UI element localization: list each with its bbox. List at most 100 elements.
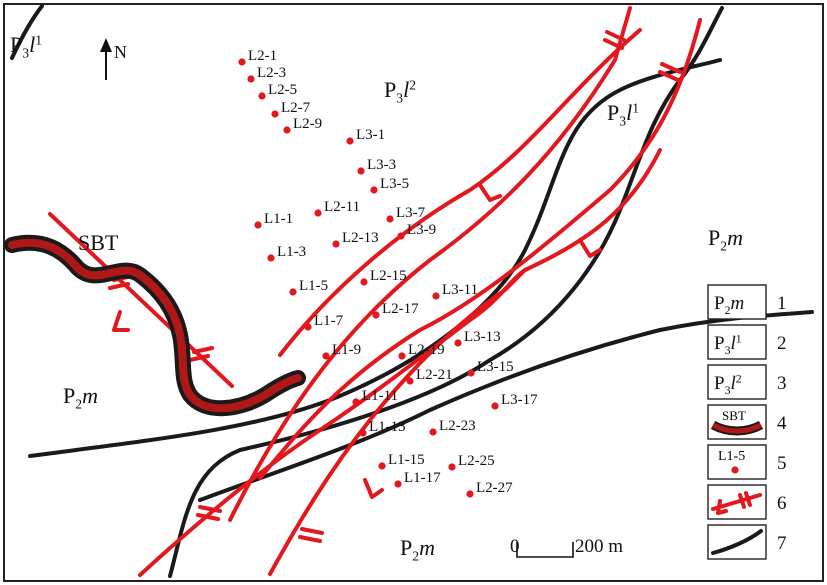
sample-point-dot bbox=[289, 288, 297, 296]
sample-point-label: L2-21 bbox=[416, 367, 453, 383]
legend-number: 5 bbox=[777, 453, 787, 474]
sample-point-label: L3-1 bbox=[356, 127, 385, 143]
sample-point-dot bbox=[378, 462, 386, 470]
sample-point-dot bbox=[332, 240, 340, 248]
sample-point-dot bbox=[283, 126, 291, 134]
sample-point-dot bbox=[359, 429, 367, 437]
scale-value-label: 200 m bbox=[575, 536, 623, 557]
sample-point: L2-15 bbox=[360, 268, 407, 286]
sample-point: L2-3 bbox=[247, 65, 286, 83]
sample-point-dot bbox=[406, 377, 414, 385]
fault-main-east bbox=[228, 6, 632, 522]
sample-point-label: L2-15 bbox=[370, 268, 407, 284]
sample-point: L3-9 bbox=[397, 222, 436, 240]
sample-point-dot bbox=[370, 186, 378, 194]
fault-strike-ticks bbox=[196, 505, 222, 521]
sample-point-label: L1-1 bbox=[264, 211, 293, 227]
legend-box bbox=[707, 284, 767, 320]
unit-label-p3l1-top-left: P3l1 bbox=[10, 32, 42, 61]
sample-point: L2-11 bbox=[314, 199, 360, 217]
sample-point-dot bbox=[238, 58, 246, 66]
sample-point-dot bbox=[254, 221, 262, 229]
sample-point-dot bbox=[314, 209, 322, 217]
sample-point-label: L1-15 bbox=[388, 452, 425, 468]
sample-point-label: L1-11 bbox=[362, 388, 398, 404]
sample-point: L2-27 bbox=[466, 480, 513, 498]
sample-point-dot bbox=[394, 480, 402, 488]
sample-point-label: L3-13 bbox=[464, 329, 501, 345]
sample-point: L2-19 bbox=[398, 342, 445, 360]
sample-point: L3-5 bbox=[370, 176, 409, 194]
fault-strike-ticks bbox=[658, 62, 682, 82]
sample-point-dot bbox=[304, 323, 312, 331]
sample-point: L2-5 bbox=[258, 82, 297, 100]
sample-point: L1-17 bbox=[394, 470, 441, 488]
sample-point-label: L2-3 bbox=[257, 65, 286, 81]
sample-point-dot bbox=[372, 311, 380, 319]
legend: P2m 1 P3l1 2 P3l2 3 SBT 4 L1-5 5 6 7 bbox=[707, 284, 787, 560]
sample-point-dot bbox=[267, 254, 275, 262]
legend-unit-label: P3l2 bbox=[714, 372, 742, 396]
sample-point: L3-17 bbox=[491, 392, 538, 410]
sample-point-dot bbox=[454, 339, 462, 347]
legend-item-7: 7 bbox=[707, 524, 787, 560]
unit-label-p2m-left: P2m bbox=[63, 383, 98, 412]
unit-label-p2m-bottom: P2m bbox=[400, 535, 435, 564]
scale-bar: 0 200 m bbox=[510, 536, 623, 558]
sample-point-dot bbox=[466, 490, 474, 498]
legend-unit-label: P3l1 bbox=[714, 332, 742, 356]
sample-point-label: L2-17 bbox=[382, 301, 419, 317]
sample-point-label: L2-13 bbox=[342, 230, 379, 246]
sample-point-label: L2-23 bbox=[439, 418, 476, 434]
boundary-line-long bbox=[28, 58, 722, 458]
sample-point-dot bbox=[398, 352, 406, 360]
sample-point-dot bbox=[271, 110, 279, 118]
sample-point: L3-11 bbox=[432, 282, 478, 300]
sample-point-dot bbox=[322, 352, 330, 360]
sample-point-dot bbox=[247, 75, 255, 83]
legend-point-dot bbox=[731, 466, 739, 474]
sample-point-dot bbox=[397, 232, 405, 240]
sample-point: L2-9 bbox=[283, 116, 322, 134]
sample-point: L3-15 bbox=[467, 359, 514, 377]
fault-upper-west bbox=[278, 28, 642, 357]
sample-point-label: L3-15 bbox=[477, 359, 514, 375]
fault-dip-arrow bbox=[478, 183, 502, 202]
legend-number: 6 bbox=[777, 493, 787, 514]
unit-label-p2m-right: P2m bbox=[708, 225, 743, 254]
boundary-line-top-left bbox=[10, 4, 44, 60]
sample-point-dot bbox=[357, 167, 365, 175]
legend-number: 3 bbox=[777, 373, 787, 394]
legend-item-3: P3l2 3 bbox=[707, 364, 787, 400]
sample-point-label: L1-7 bbox=[314, 313, 344, 329]
sample-point: L1-7 bbox=[304, 313, 344, 331]
sample-point: L2-23 bbox=[429, 418, 476, 436]
legend-item-1: P2m 1 bbox=[707, 284, 787, 320]
sample-point: L2-7 bbox=[271, 100, 311, 118]
fault-strike-ticks bbox=[298, 527, 324, 543]
sample-point-dot bbox=[467, 369, 475, 377]
sample-point-dot bbox=[386, 215, 394, 223]
legend-sbt-label: SBT bbox=[722, 408, 746, 423]
sample-point-label: L1-9 bbox=[332, 342, 361, 358]
legend-item-4: SBT 4 bbox=[707, 404, 787, 440]
legend-box bbox=[707, 324, 767, 360]
sample-point-label: L2-1 bbox=[248, 48, 277, 64]
legend-number: 1 bbox=[777, 293, 787, 314]
sbt-label: SBT bbox=[78, 230, 119, 255]
sample-point-label: L1-3 bbox=[277, 244, 306, 260]
legend-number: 4 bbox=[777, 413, 787, 434]
sample-point: L1-11 bbox=[352, 388, 398, 406]
sample-point: L1-9 bbox=[322, 342, 361, 360]
sample-point: L2-13 bbox=[332, 230, 379, 248]
unit-labels: P3l1 P3l2 P3l1 P2m P2m P2m bbox=[10, 32, 743, 564]
legend-item-5: L1-5 5 bbox=[707, 444, 787, 480]
fault-strike-ticks bbox=[603, 30, 626, 50]
sample-point-label: L3-7 bbox=[396, 205, 426, 221]
legend-box bbox=[707, 444, 767, 480]
sample-point: L1-5 bbox=[289, 278, 328, 296]
sample-point-dot bbox=[429, 428, 437, 436]
legend-item-6: 6 bbox=[707, 484, 787, 520]
sample-point: L1-15 bbox=[378, 452, 425, 470]
sample-point: L1-1 bbox=[254, 211, 293, 229]
